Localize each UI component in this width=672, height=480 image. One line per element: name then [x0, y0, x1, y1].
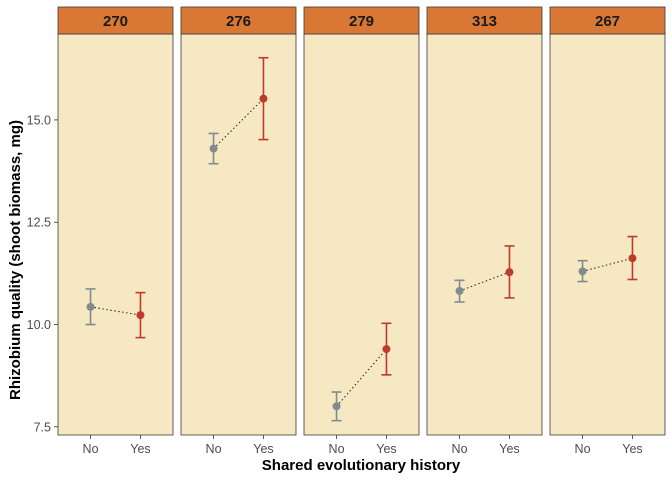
x-tick-label: No — [329, 442, 345, 456]
connector-line — [336, 348, 387, 407]
facet-panel-267: 267 No Yes — [549, 6, 666, 456]
panel-background — [57, 33, 174, 436]
y-tick-label: 15.0 — [27, 113, 51, 127]
connector-line — [90, 306, 141, 316]
y-axis: 7.5 10.0 12.5 15.0 Rhizobium quality (shoot… — [7, 113, 58, 434]
facet-strip-label: 313 — [472, 13, 497, 30]
data-point-yes — [259, 94, 268, 103]
y-tick-label: 12.5 — [27, 216, 51, 230]
facet-strip — [303, 6, 420, 35]
x-tick-label: Yes — [253, 442, 273, 456]
panel-background — [180, 33, 297, 436]
y-tick-label: 10.0 — [27, 318, 51, 332]
data-point-no — [209, 144, 218, 153]
panel-background — [549, 33, 666, 436]
y-axis-title: Rhizobium quality (shoot biomass, mg) — [7, 120, 24, 400]
y-tick-label: 7.5 — [34, 420, 51, 434]
facet-strip-label: 267 — [595, 13, 620, 30]
facet-panel-270: 270 No Yes — [57, 6, 174, 456]
facet-strip-label: 276 — [226, 13, 251, 30]
facet-strip-label: 270 — [103, 13, 128, 30]
facet-strip-label: 279 — [349, 13, 374, 30]
facet-panel-313: 313 No Yes — [426, 6, 543, 456]
x-tick-label: No — [575, 442, 591, 456]
facet-panel-279: 279 No Yes — [303, 6, 420, 456]
x-tick-label: Yes — [499, 442, 519, 456]
x-tick-label: Yes — [130, 442, 150, 456]
data-point-yes — [382, 345, 391, 354]
facet-panels: 270 No Yes 276 No Yes 279 No Yes 313 No Yes 267 No Yes — [57, 6, 666, 456]
y-axis-ticks: 7.5 10.0 12.5 15.0 — [27, 113, 58, 434]
x-tick-label: Yes — [622, 442, 642, 456]
facet-strip — [426, 6, 543, 35]
x-axis-title: Shared evolutionary history — [262, 457, 461, 474]
facet-panel-276: 276 No Yes — [180, 6, 297, 456]
data-point-yes — [628, 254, 637, 263]
data-point-no — [332, 402, 341, 411]
facet-strip — [549, 6, 666, 35]
facet-strip — [180, 6, 297, 35]
connector-line — [582, 257, 633, 272]
connector-line — [459, 271, 510, 292]
x-tick-label: Yes — [376, 442, 396, 456]
data-point-no — [455, 286, 464, 295]
x-tick-label: No — [452, 442, 468, 456]
panel-background — [303, 33, 420, 436]
x-tick-label: No — [83, 442, 99, 456]
data-point-yes — [136, 311, 145, 320]
panel-background — [426, 33, 543, 436]
facet-strip — [57, 6, 174, 35]
data-point-yes — [505, 268, 514, 277]
data-point-no — [578, 267, 587, 276]
data-point-no — [86, 302, 95, 311]
x-tick-label: No — [206, 442, 222, 456]
